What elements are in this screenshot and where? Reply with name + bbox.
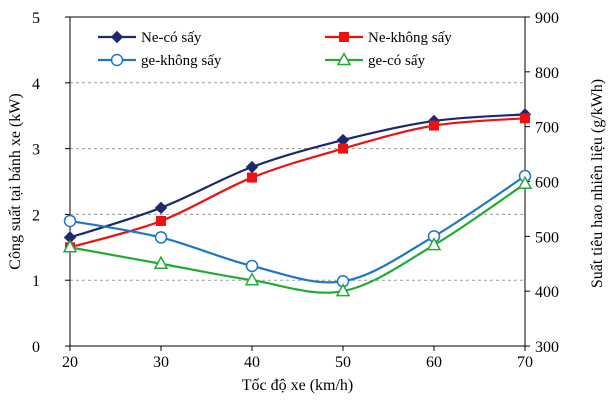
x-axis-title: Tốc độ xe (km/h) (242, 377, 354, 394)
legend-item-ne-khong-say: Ne-không sấy (325, 30, 452, 46)
y-axis-title: Công suất tại bánh xe (kW) (7, 93, 24, 269)
legend-marker-ne-co-say (110, 30, 124, 44)
plot-frame (69, 16, 526, 347)
x-tick-label-40: 40 (244, 354, 260, 371)
y2-tick-label-700: 700 (535, 120, 559, 137)
y2-tick-label-900: 900 (535, 10, 559, 27)
legend-label-ne-khong-say: Ne-không sấy (368, 30, 452, 46)
legend-marker-ge-co-say (336, 51, 352, 66)
y2-tick-label-400: 400 (535, 284, 559, 301)
y-tick-label-5: 5 (32, 10, 40, 27)
x-tick-label-30: 30 (153, 354, 169, 371)
legend-item-ge-co-say: ge-có sấy (325, 51, 426, 69)
data-point-ge-khong-say-30 (154, 231, 168, 244)
y-tick-label-0: 0 (32, 339, 40, 356)
y-tick-label-2: 2 (32, 207, 40, 224)
axes-layer: 0 1 2 3 4 5 300 400 500 600 700 800 900 20 30 40 50 60 70 (32, 10, 559, 371)
y-tick-label-3: 3 (32, 142, 40, 159)
legend-layer: Ne-có sấy Ne-không sấy ge-không sấy ge-có s… (98, 30, 452, 69)
series-ge-khong-say (63, 169, 532, 288)
legend-marker-ge-khong-say (110, 53, 124, 67)
data-point-ge-co-say-40 (244, 272, 260, 286)
y2-tick-label-600: 600 (535, 175, 559, 192)
data-point-ge-khong-say-40 (245, 259, 259, 273)
data-point-ge-khong-say-20 (63, 214, 77, 228)
y2-tick-label-800: 800 (535, 65, 559, 82)
y2-tick-label-300: 300 (535, 339, 559, 356)
series-line-ne-khong-say (69, 117, 526, 249)
data-point-ne-khong-say-50 (338, 143, 348, 154)
x-tick-label-50: 50 (335, 354, 351, 371)
y2-tick-label-500: 500 (535, 229, 559, 246)
series-ge-co-say (62, 175, 533, 297)
data-point-ne-co-say-30 (154, 201, 168, 215)
x-tick-label-60: 60 (426, 354, 442, 371)
series-ne-co-say (63, 108, 532, 244)
y-tick-label-4: 4 (32, 76, 40, 93)
data-point-ne-khong-say-40 (247, 172, 257, 183)
legend-item-ge-khong-say: ge-không sấy (98, 53, 222, 69)
series-line-ne-co-say (69, 113, 526, 239)
series-layer (62, 108, 533, 297)
y-tick-label-1: 1 (32, 273, 40, 290)
data-point-ne-khong-say-30 (156, 215, 166, 226)
data-point-ge-co-say-20 (62, 239, 78, 253)
legend-label-ge-co-say: ge-có sấy (368, 53, 426, 69)
legend-label-ne-co-say: Ne-có sấy (141, 30, 202, 46)
grid-layer (70, 82, 525, 281)
data-point-ge-co-say-70 (517, 175, 533, 189)
data-point-ne-khong-say-70 (520, 113, 530, 124)
data-point-ge-co-say-30 (153, 255, 169, 269)
data-point-ge-co-say-60 (426, 237, 442, 251)
y2-axis-title: Suất tiêu hao nhiên liệu (g/kWh) (589, 79, 606, 288)
data-point-ne-khong-say-60 (429, 120, 439, 131)
legend-item-ne-co-say: Ne-có sấy (98, 30, 202, 46)
series-line-ge-co-say (69, 182, 526, 294)
legend-marker-ne-khong-say (339, 32, 349, 42)
x-tick-label-70: 70 (517, 354, 533, 371)
data-point-ne-co-say-40 (245, 160, 259, 174)
data-point-ge-co-say-50 (335, 283, 351, 297)
series-line-ge-khong-say (69, 175, 526, 284)
legend-label-ge-khong-say: ge-không sấy (141, 53, 222, 69)
x-tick-label-20: 20 (62, 354, 78, 371)
